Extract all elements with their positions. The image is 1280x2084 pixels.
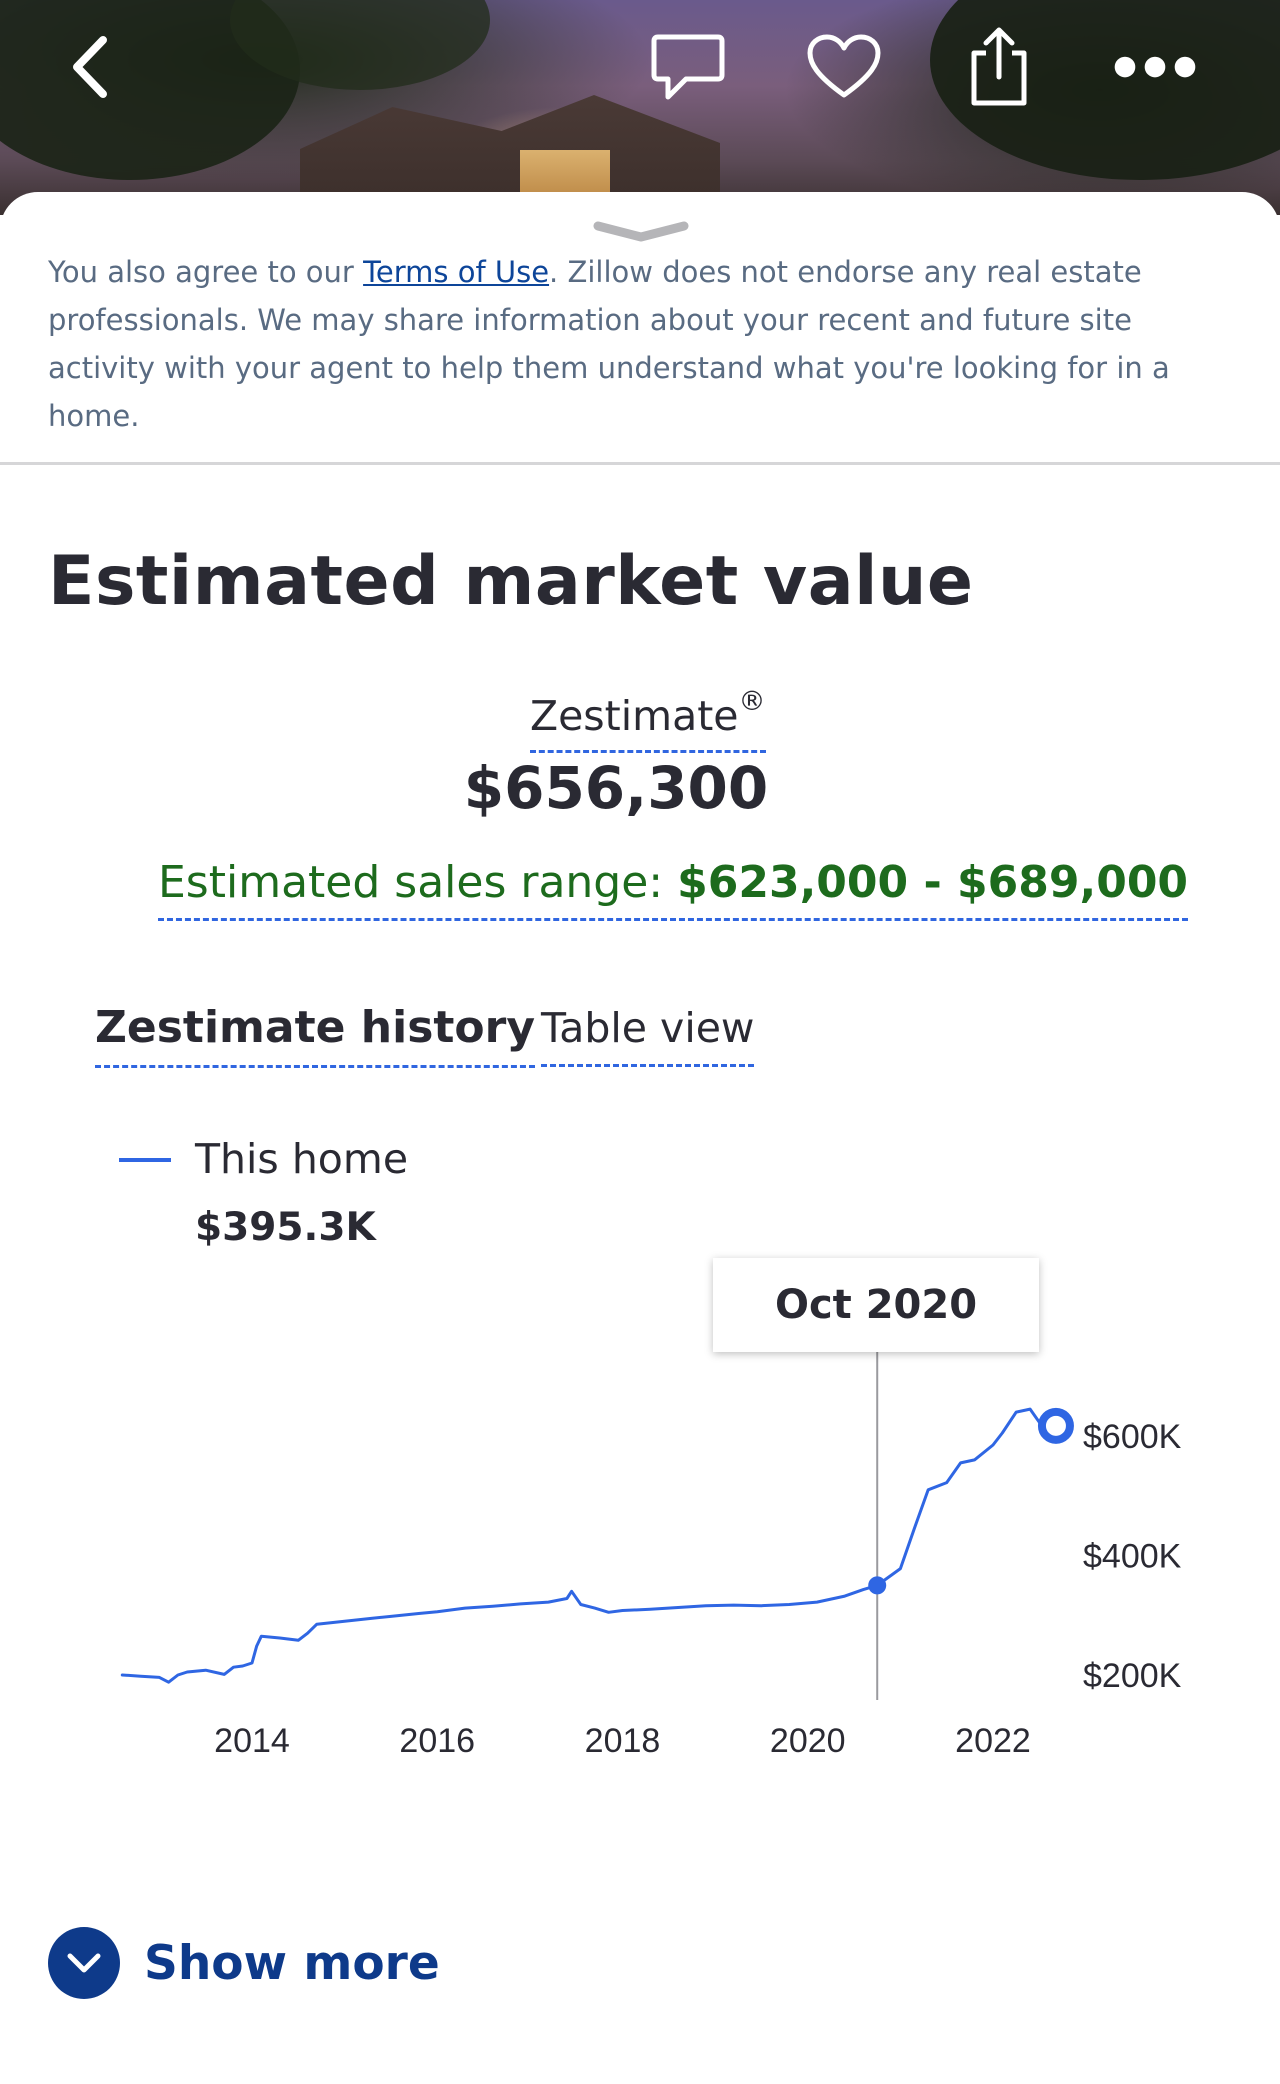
hero-photo bbox=[0, 0, 1280, 215]
share-button[interactable] bbox=[954, 22, 1044, 112]
sales-range-label: Estimated sales range: bbox=[158, 857, 678, 908]
section-divider bbox=[0, 462, 1280, 465]
chat-button[interactable] bbox=[643, 22, 733, 112]
save-favorite-button[interactable] bbox=[799, 22, 889, 112]
show-more-button[interactable]: Show more bbox=[48, 1927, 440, 1999]
tab-zestimate-history[interactable]: Zestimate history bbox=[95, 1002, 536, 1068]
back-button[interactable] bbox=[46, 22, 136, 112]
chart-tooltip: Oct 2020 bbox=[713, 1258, 1039, 1352]
disclaimer-prefix: You also agree to our bbox=[48, 255, 364, 289]
disclaimer-text: You also agree to our Terms of Use. Zill… bbox=[48, 248, 1238, 440]
zestimate-label-text: Zestimate bbox=[530, 692, 739, 740]
legend-swatch bbox=[119, 1158, 171, 1162]
chevron-left-icon bbox=[73, 36, 107, 98]
share-icon bbox=[971, 27, 1027, 106]
zestimate-label[interactable]: Zestimate® bbox=[530, 686, 766, 753]
terms-of-use-link[interactable]: Terms of Use bbox=[363, 255, 550, 289]
more-options-button[interactable] bbox=[1110, 22, 1200, 112]
zestimate-value: $656,300 bbox=[463, 754, 769, 822]
section-title: Estimated market value bbox=[48, 542, 974, 621]
legend-series-value: $395.3K bbox=[195, 1205, 376, 1250]
sales-range[interactable]: Estimated sales range: $623,000 - $689,0… bbox=[158, 857, 1189, 921]
sales-range-value: $623,000 - $689,000 bbox=[677, 857, 1189, 908]
more-icon bbox=[1114, 56, 1196, 78]
chat-bubble-icon bbox=[651, 34, 725, 100]
disclaimer-suffix: . Zillow does not endorse any real estat… bbox=[48, 255, 1170, 433]
registered-mark: ® bbox=[738, 686, 766, 717]
tab-table-view[interactable]: Table view bbox=[541, 1004, 755, 1067]
chevron-down-icon bbox=[48, 1927, 120, 1999]
legend-series-name: This home bbox=[195, 1135, 409, 1183]
sheet-handle-icon[interactable] bbox=[590, 220, 692, 242]
details-sheet: You also agree to our Terms of Use. Zill… bbox=[0, 192, 1280, 2084]
show-more-label: Show more bbox=[144, 1935, 440, 1991]
heart-icon bbox=[807, 34, 881, 98]
